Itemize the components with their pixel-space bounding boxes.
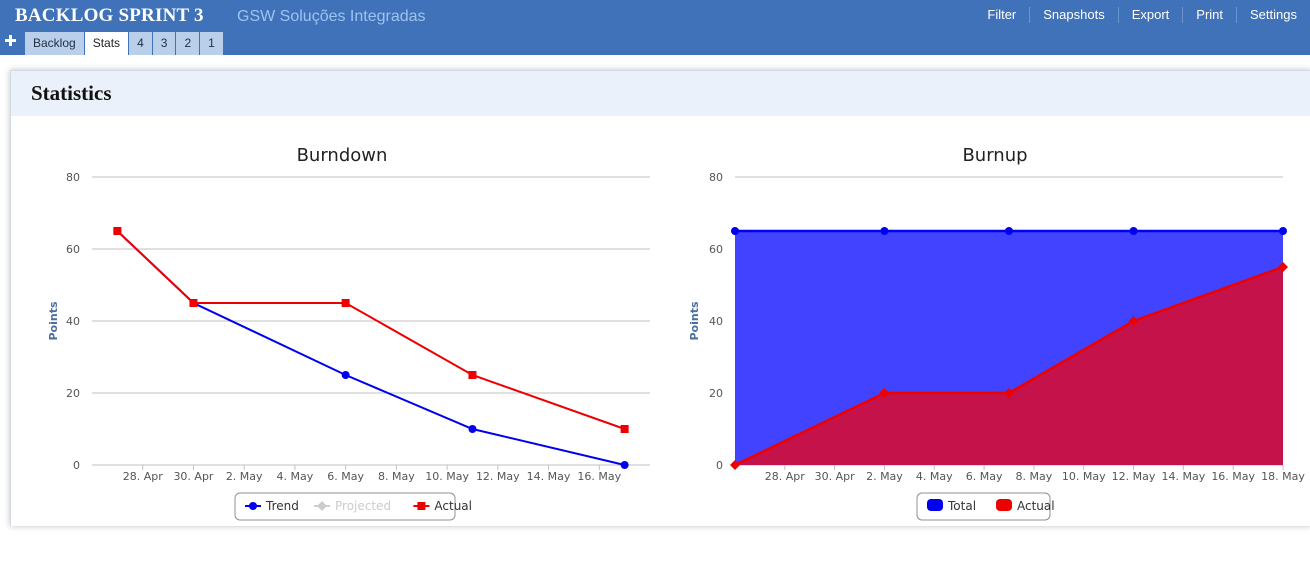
legend-label-trend: Trend [265,499,299,513]
data-point-total [1129,227,1138,235]
y-axis-label: Points [688,301,701,340]
nav-settings[interactable]: Settings [1236,7,1310,23]
legend-box [916,492,1051,521]
data-point-total [1005,227,1013,235]
legend-label-total: Total [947,499,976,513]
legend-label-projected: Projected [335,499,391,513]
data-point-actual [113,227,122,235]
data-point-total [880,227,889,235]
x-tick-label: 6. May [327,470,364,483]
data-point-actual [468,371,477,379]
y-tick-label: 60 [66,243,80,256]
y-axis-label: Points [47,301,60,340]
x-tick-label: 30. Apr [173,470,213,483]
legend-box [234,492,456,521]
nav-snapshots[interactable]: Snapshots [1029,7,1117,23]
x-tick-label: 28. Apr [123,470,163,483]
nav-print[interactable]: Print [1182,7,1236,23]
data-point-actual [1004,388,1014,398]
x-tick-label: 4. May [277,470,314,483]
y-tick-label: 20 [709,387,723,400]
x-tick-label: 6. May [966,470,1003,483]
nav-filter[interactable]: Filter [987,7,1017,22]
nav-export[interactable]: Export [1117,7,1183,23]
data-point-actual [341,299,350,307]
x-tick-label: 12. May [1112,470,1156,483]
company-name: GSW Soluções Integradas [237,8,426,25]
tab-sprint-1[interactable]: 1 [200,32,223,55]
x-tick-label: 10. May [1062,470,1106,483]
x-tick-label: 28. Apr [765,470,805,483]
legend-marker-trend [249,502,257,510]
y-tick-label: 40 [66,315,80,328]
x-tick-label: 10. May [425,470,469,483]
data-point-trend [468,425,477,433]
y-tick-label: 80 [709,171,723,184]
x-tick-label: 2. May [866,470,903,483]
data-point-trend [341,371,350,379]
x-tick-label: 30. Apr [815,470,855,483]
data-point-total [731,227,739,235]
x-tick-label: 14. May [527,470,571,483]
chart-legend[interactable]: Total Actual [916,492,1055,521]
x-tick-label: 16. May [577,470,621,483]
series-line-actual [116,230,625,430]
panel-title: Statistics [31,81,112,105]
x-tick-label: 16. May [1211,470,1255,483]
legend-marker-actual [417,502,426,510]
panel-header: Statistics [11,71,1310,116]
data-point-actual [879,388,890,398]
data-point-actual [189,299,198,307]
tab-stats[interactable]: Stats [84,32,129,55]
legend-marker-projected [317,501,327,511]
y-tick-label: 80 [66,171,80,184]
legend-swatch-total [927,499,943,511]
x-tick-label: 18. May [1261,470,1305,483]
plus-icon[interactable] [5,35,16,46]
chart-title: Burnup [962,145,1027,166]
tab-sprint-3[interactable]: 3 [152,32,176,55]
app-title: BACKLOG SPRINT 3 [15,5,204,26]
y-tick-label: 0 [73,459,80,472]
tab-backlog[interactable]: Backlog [25,32,84,55]
series-line-trend [116,230,625,466]
top-nav: Filter Snapshots Export Print Settings [974,7,1310,23]
tab-sprint-2[interactable]: 2 [176,32,200,55]
y-tick-label: 40 [709,315,723,328]
x-tick-label: 12. May [476,470,520,483]
x-tick-label: 8. May [1016,470,1053,483]
tab-bar: Backlog Stats 4 3 2 1 [25,32,224,55]
y-tick-label: 20 [66,387,80,400]
y-tick-label: 60 [709,243,723,256]
data-point-total [1279,227,1287,235]
data-point-trend [620,461,629,469]
chart-burndown: Burndown 0 20 40 60 80 Points 28. Apr 30. Apr 2. … [47,145,650,521]
legend-label-actual: Actual [434,499,472,513]
y-tick-label: 0 [716,459,723,472]
x-tick-label: 2. May [226,470,263,483]
data-point-actual [1278,262,1288,272]
chart-legend[interactable]: Trend Projected Actual [234,492,472,521]
legend-swatch-actual [996,499,1012,511]
tab-sprint-4[interactable]: 4 [129,32,152,55]
chart-title: Burndown [297,145,388,166]
data-point-actual [730,460,740,470]
chart-burnup: Burnup 0 20 40 60 80 Points 28. Apr 30. Apr 2. Ma… [688,145,1305,521]
top-bar: BACKLOG SPRINT 3 GSW Soluções Integradas… [0,0,1310,55]
x-tick-label: 4. May [916,470,953,483]
x-tick-label: 14. May [1161,470,1205,483]
data-point-actual [620,425,629,433]
data-point-actual [1128,316,1139,326]
x-tick-label: 8. May [378,470,415,483]
legend-label-actual: Actual [1017,499,1055,513]
